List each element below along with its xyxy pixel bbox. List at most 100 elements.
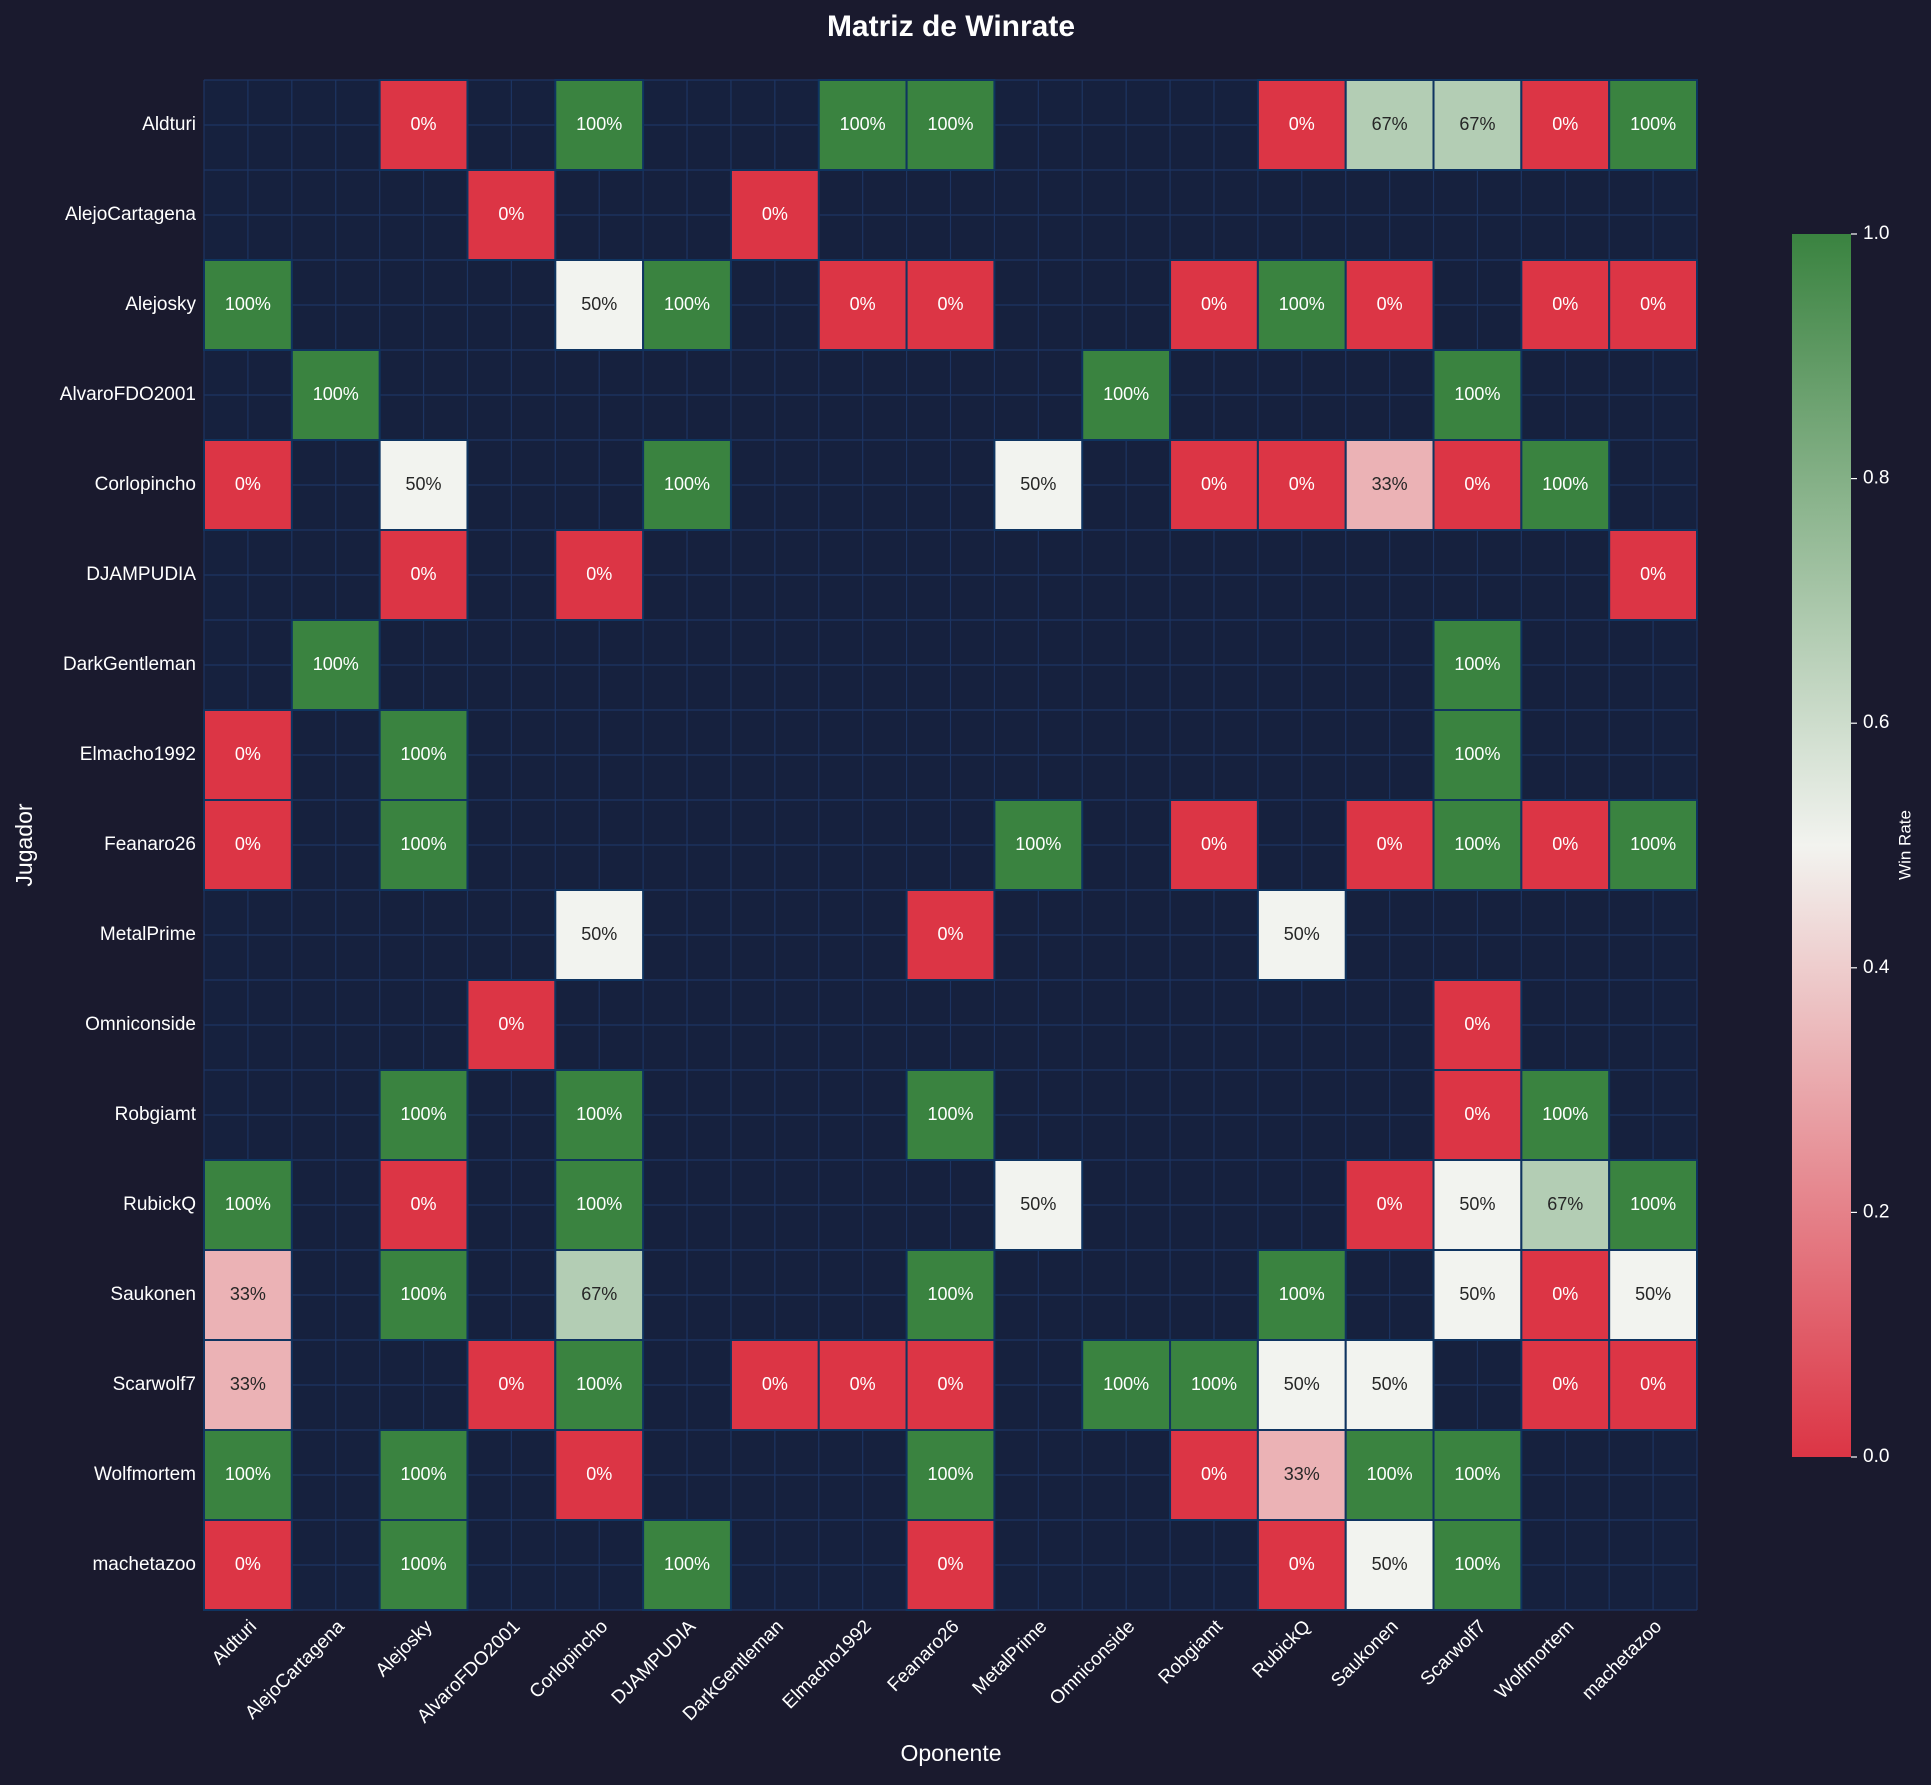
heatmap-cell — [1520, 259, 1611, 351]
cell-label: 50% — [406, 474, 442, 494]
cell-label: 100% — [313, 384, 359, 404]
cell-label: 100% — [1279, 294, 1325, 314]
cell-label: 100% — [1630, 834, 1676, 854]
heatmap-cell — [378, 1069, 469, 1161]
cell-label: 0% — [1640, 564, 1666, 584]
heatmap-cell — [1608, 1249, 1699, 1341]
cell-label: 100% — [401, 744, 447, 764]
heatmap-cell — [1608, 1339, 1699, 1431]
cell-label: 100% — [1454, 654, 1500, 674]
cell-label: 0% — [1289, 114, 1315, 134]
heatmap-cell — [817, 1339, 908, 1431]
heatmap-cell — [905, 1339, 996, 1431]
heatmap-cell — [1344, 1429, 1435, 1521]
heatmap-cell — [1344, 1519, 1435, 1611]
cell-label: 100% — [927, 1284, 973, 1304]
cell-label: 100% — [1630, 114, 1676, 134]
cell-label: 0% — [235, 744, 261, 764]
heatmap-cell — [1256, 1249, 1347, 1341]
cell-label: 0% — [1552, 294, 1578, 314]
cell-label: 67% — [1547, 1194, 1583, 1214]
heatmap-cell — [1344, 799, 1435, 891]
cell-label: 100% — [313, 654, 359, 674]
cell-label: 0% — [1464, 1104, 1490, 1124]
cell-label: 100% — [1454, 1554, 1500, 1574]
heatmap-cell — [729, 1339, 820, 1431]
heatmap-cell — [1432, 349, 1523, 441]
colorbar-tick-label: 0.4 — [1863, 957, 1890, 978]
cell-label: 0% — [498, 204, 524, 224]
cell-label: 0% — [937, 1554, 963, 1574]
cell-label: 0% — [1201, 474, 1227, 494]
heatmap-cell — [993, 1159, 1084, 1251]
heatmap-cell — [1432, 619, 1523, 711]
cell-label: 0% — [1289, 1554, 1315, 1574]
cell-label: 50% — [1459, 1284, 1495, 1304]
cell-label: 0% — [1201, 294, 1227, 314]
heatmap-cell — [378, 1519, 469, 1611]
chart-title: Matriz de Winrate — [827, 10, 1075, 43]
y-tick-label: DJAMPUDIA — [86, 564, 196, 585]
cell-label: 0% — [1552, 114, 1578, 134]
heatmap-cell — [1608, 79, 1699, 171]
heatmap-cell — [1169, 799, 1259, 891]
heatmap-cell — [1432, 79, 1523, 171]
y-tick-label: DarkGentleman — [63, 654, 196, 675]
heatmap-cell — [1256, 1519, 1347, 1611]
cell-label: 0% — [762, 204, 788, 224]
heatmap-cell — [905, 1069, 996, 1161]
heatmap-cell — [378, 529, 469, 621]
cell-label: 50% — [1284, 924, 1320, 944]
cell-label: 0% — [586, 1464, 612, 1484]
cell-label: 0% — [498, 1014, 524, 1034]
heatmap-cell — [1081, 349, 1172, 441]
heatmap-cell — [1432, 1519, 1523, 1611]
heatmap-cell — [378, 799, 469, 891]
cell-label: 0% — [235, 474, 261, 494]
cell-label: 0% — [1464, 1014, 1490, 1034]
heatmap-cell — [905, 1519, 996, 1611]
cell-label: 100% — [1367, 1464, 1413, 1484]
heatmap-cell — [466, 979, 557, 1071]
y-tick-label: Corlopincho — [95, 474, 196, 495]
heatmap-cell — [378, 1249, 469, 1341]
heatmap-cell — [203, 1249, 293, 1341]
y-tick-label: Alejosky — [125, 294, 196, 315]
y-tick-label: MetalPrime — [100, 924, 196, 945]
cell-label: 100% — [1542, 474, 1588, 494]
cell-label: 0% — [235, 834, 261, 854]
heatmap-cell — [203, 439, 293, 531]
heatmap-cell — [554, 889, 645, 981]
heatmap-cell — [466, 1339, 557, 1431]
colorbar-label: Win Rate — [1895, 810, 1914, 880]
y-tick-label: Elmacho1992 — [80, 744, 196, 765]
cell-label: 67% — [1372, 114, 1408, 134]
cell-label: 100% — [576, 1194, 622, 1214]
y-tick-label: RubickQ — [123, 1194, 196, 1215]
heatmap-cell — [203, 799, 293, 891]
y-tick-label: Robgiamt — [115, 1104, 197, 1125]
heatmap-cell — [1608, 799, 1699, 891]
cell-label: 100% — [401, 1554, 447, 1574]
cell-label: 100% — [1454, 384, 1500, 404]
cell-label: 100% — [576, 1374, 622, 1394]
heatmap-cell — [1256, 79, 1347, 171]
heatmap-cell — [290, 349, 381, 441]
heatmap-cell — [203, 259, 293, 351]
cell-label: 0% — [411, 114, 437, 134]
cell-label: 0% — [850, 1374, 876, 1394]
heatmap-cell — [290, 619, 381, 711]
cell-label: 50% — [1459, 1194, 1495, 1214]
y-tick-label: Omniconside — [85, 1014, 196, 1035]
heatmap-cell — [1256, 1429, 1347, 1521]
cell-label: 0% — [1464, 474, 1490, 494]
heatmap-cell — [378, 439, 469, 531]
y-tick-label: Aldturi — [142, 114, 196, 135]
heatmap-cell — [817, 79, 908, 171]
heatmap-cell — [1344, 79, 1435, 171]
cell-label: 100% — [1103, 1374, 1149, 1394]
heatmap-cell — [993, 799, 1084, 891]
heatmap-cell — [1520, 1069, 1611, 1161]
cell-label: 0% — [850, 294, 876, 314]
cell-label: 50% — [1372, 1554, 1408, 1574]
